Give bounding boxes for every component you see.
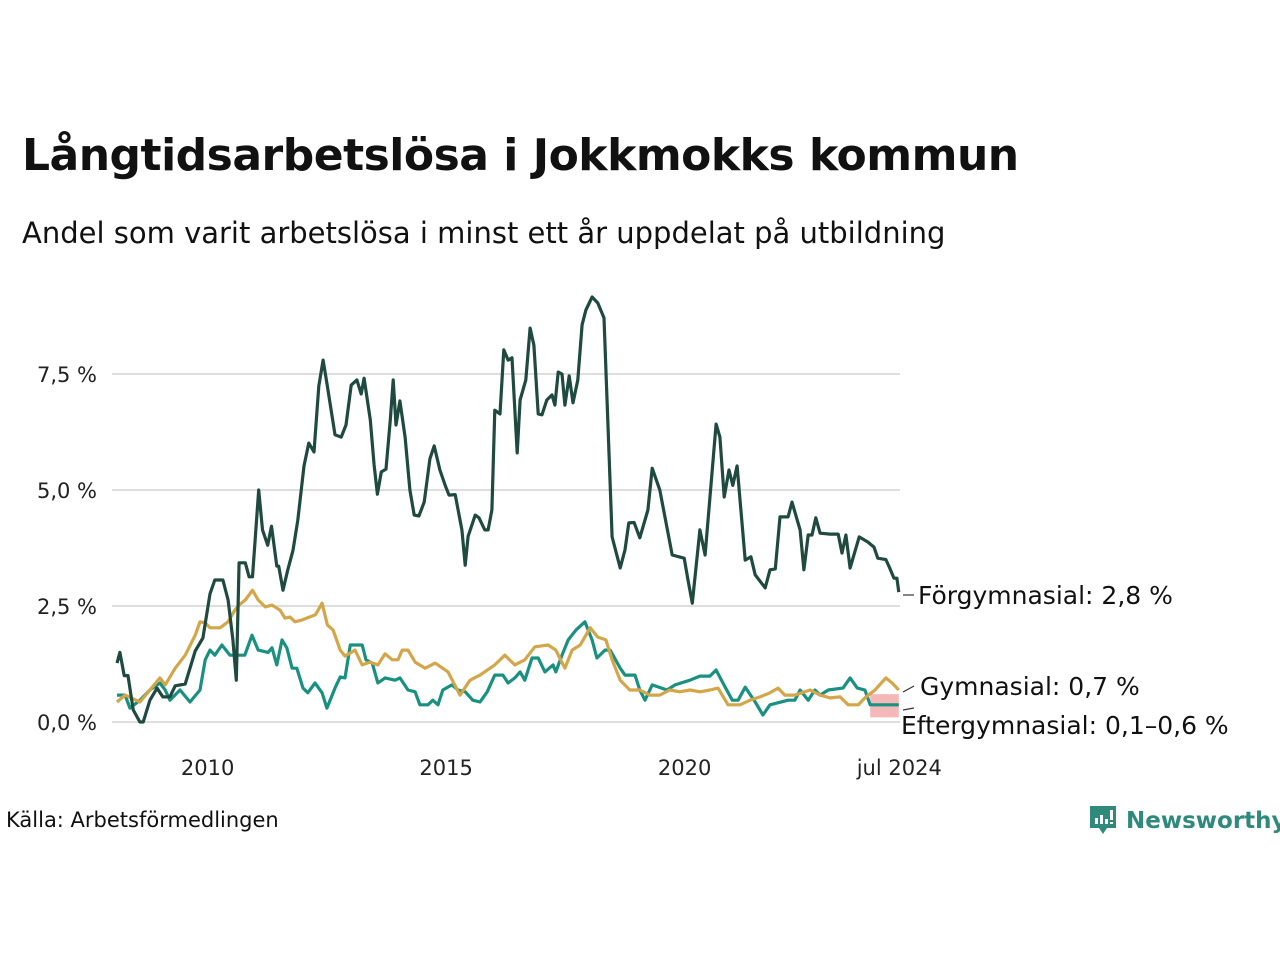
series-line-eftergymnasial (117, 620, 899, 717)
y-tick-label: 7,5 % (37, 363, 97, 387)
brand-name: Newsworthy (1126, 808, 1280, 834)
chart-subtitle: Andel som varit arbetslösa i minst ett å… (22, 216, 946, 250)
y-tick-label: 2,5 % (37, 595, 97, 619)
y-tick-label: 0,0 % (37, 711, 97, 735)
source-note: Källa: Arbetsförmedlingen (6, 808, 279, 832)
series-line-förgymnasial (115, 295, 901, 724)
x-axis-ticks: 2010 2015 2020 jul 2024 (181, 756, 942, 780)
newsworthy-logo[interactable]: Newsworthy (1088, 804, 1280, 838)
series-labels: Förgymnasial: 2,8 % Gymnasial: 0,7 % Efter… (901, 581, 1229, 740)
series-label: Förgymnasial: 2,8 % (918, 581, 1173, 610)
series-label: Gymnasial: 0,7 % (920, 672, 1140, 701)
x-tick-label: 2010 (181, 756, 234, 780)
series-lines (115, 295, 901, 724)
bar-chart-icon (1090, 806, 1116, 834)
x-tick-label: jul 2024 (856, 756, 942, 780)
chart-title: Långtidsarbetslösa i Jokkmokks kommun (22, 130, 1019, 181)
y-axis-ticks: 0,0 % 2,5 % 5,0 % 7,5 % (37, 363, 97, 735)
series-label: Eftergymnasial: 0,1–0,6 % (901, 711, 1229, 740)
x-tick-label: 2015 (419, 756, 472, 780)
x-tick-label: 2020 (658, 756, 711, 780)
gridlines (112, 373, 900, 723)
label-leader (902, 685, 915, 693)
y-tick-label: 5,0 % (37, 479, 97, 503)
label-leader (902, 707, 915, 711)
